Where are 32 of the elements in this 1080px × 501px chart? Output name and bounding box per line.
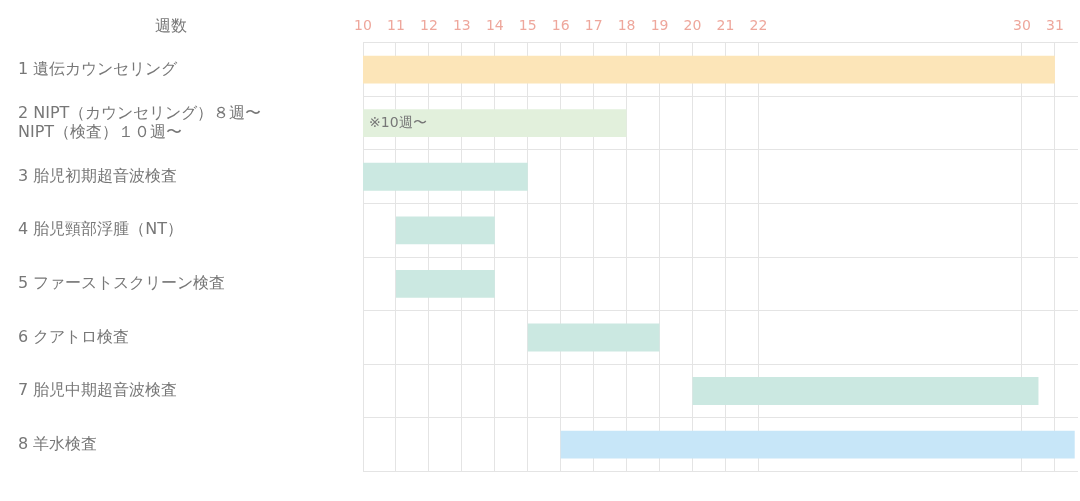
x-tick-label: 22 <box>749 17 768 34</box>
x-tick-label: 19 <box>650 17 669 34</box>
y-tick-label: 4 胎児頸部浮腫（NT） <box>18 219 184 239</box>
y-tick-label: 3 胎児初期超音波検査 <box>18 165 178 185</box>
x-tick-label: 13 <box>452 17 471 34</box>
y-axis-title: 週数 <box>154 15 187 35</box>
bar <box>527 323 660 352</box>
y-tick-label: 8 羊水検査 <box>18 433 98 453</box>
y-tick-label: 7 胎児中期超音波検査 <box>18 380 178 400</box>
x-tick-label: 21 <box>716 17 735 34</box>
x-tick-label: 10 <box>354 17 372 34</box>
x-tick-label: 15 <box>518 17 537 34</box>
y-tick-label: 2 NIPT（カウンセリング）８週〜 NIPT（検査）１０週〜 <box>18 102 262 141</box>
x-tick-label: 17 <box>584 17 603 34</box>
x-tick-label: 11 <box>387 17 405 34</box>
bar <box>560 430 1075 459</box>
x-tick-label: 12 <box>419 17 438 34</box>
y-tick-label: 5 ファーストスクリーン検査 <box>18 273 226 293</box>
bar <box>363 55 1055 84</box>
bar <box>395 216 495 245</box>
bar <box>363 162 528 191</box>
annotation: ※10週〜 <box>369 113 427 130</box>
y-tick-label: 6 クアトロ検査 <box>18 326 130 346</box>
y-tick-label: 1 遺伝カウンセリング <box>18 58 179 78</box>
x-tick-label: 30 <box>1013 17 1031 34</box>
x-tick-label: 20 <box>683 17 702 34</box>
x-tick-label: 18 <box>617 17 636 34</box>
x-tick-label: 31 <box>1046 17 1064 34</box>
x-tick-label: 14 <box>485 17 504 34</box>
bar <box>395 269 495 298</box>
x-tick-label: 16 <box>551 17 570 34</box>
bar <box>692 377 1039 405</box>
